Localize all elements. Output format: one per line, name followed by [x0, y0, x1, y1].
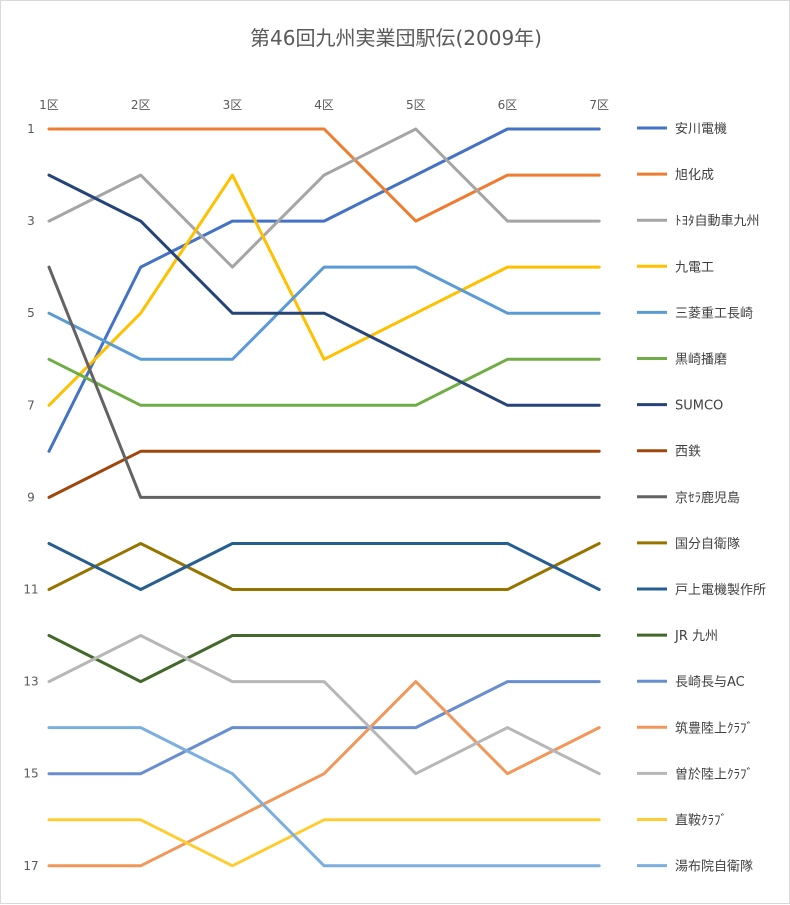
series-line: [47, 634, 601, 684]
series-line: [47, 173, 601, 407]
legend-label: 曽於陸上ｸﾗﾌﾞ: [675, 766, 753, 782]
series-line: [47, 265, 601, 361]
legend-label: 国分自衛隊: [675, 536, 740, 552]
series-line: [47, 680, 601, 868]
series-line: [47, 726, 601, 868]
y-tick-label: 1: [27, 122, 35, 136]
series-line: [47, 173, 601, 407]
y-tick-label: 13: [23, 675, 38, 689]
legend-label: 長崎長与AC: [675, 675, 745, 690]
series-line: [47, 127, 601, 223]
legend-label: 戸上電機製作所: [675, 583, 766, 598]
x-tick-label: 7区: [589, 98, 609, 112]
x-tick-label: 6区: [498, 98, 518, 112]
x-tick-label: 4区: [314, 98, 334, 112]
legend-label: 黒崎播磨: [675, 353, 727, 368]
x-tick-label: 5区: [406, 98, 426, 112]
x-tick-label: 2区: [131, 98, 151, 112]
legend-label: 九電工: [675, 260, 714, 275]
legend-label: 三菱重工長崎: [675, 305, 753, 321]
series-line: [47, 680, 601, 776]
y-tick-label: 17: [23, 859, 38, 873]
legend-label: 安川電機: [675, 122, 727, 137]
legend-label: 旭化成: [675, 168, 714, 183]
series-line: [47, 265, 601, 499]
legend-label: 湯布院自衛隊: [675, 859, 753, 875]
series-line: [47, 542, 601, 591]
legend-label: 筑豊陸上ｸﾗﾌﾞ: [675, 720, 753, 736]
series-line: [47, 542, 601, 591]
legend-label: JR 九州: [674, 629, 718, 644]
series-line: [47, 357, 601, 407]
legend-label: 西鉄: [675, 445, 701, 460]
y-tick-label: 5: [27, 306, 35, 320]
legend-label: 直鞍ｸﾗﾌﾞ: [675, 813, 727, 829]
series-line: [47, 127, 601, 269]
legend-label: ﾄﾖﾀ自動車九州: [675, 214, 760, 229]
legend-label: SUMCO: [675, 399, 723, 414]
y-tick-label: 11: [23, 583, 38, 597]
series-line: [47, 449, 601, 499]
y-tick-label: 3: [27, 214, 35, 228]
x-axis-ticks: 1区 2区 3区 4区 5区 6区 7区: [39, 98, 609, 112]
x-tick-label: 3区: [223, 98, 243, 112]
y-tick-label: 15: [23, 767, 38, 781]
x-tick-label: 1区: [39, 98, 59, 112]
legend-label: 京ｾﾗ鹿児島: [675, 490, 740, 506]
series-lines: [47, 127, 601, 868]
series-line: [47, 818, 601, 868]
y-tick-label: 9: [27, 490, 35, 504]
chart-title: 第46回九州実業団駅伝(2009年): [250, 26, 542, 50]
y-tick-label: 7: [27, 398, 35, 412]
series-line: [47, 127, 601, 453]
series-line: [47, 634, 601, 776]
